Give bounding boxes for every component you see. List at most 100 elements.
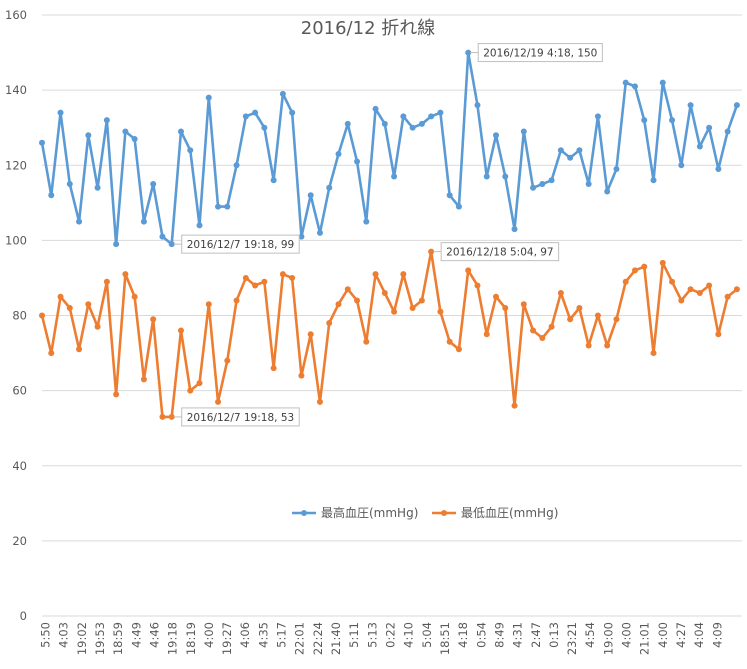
data-point[interactable] <box>428 113 435 120</box>
data-point[interactable] <box>298 372 305 379</box>
data-point[interactable] <box>650 350 657 357</box>
data-point[interactable] <box>242 113 249 120</box>
data-point[interactable] <box>604 342 611 349</box>
data-point[interactable] <box>39 312 45 319</box>
data-point[interactable] <box>502 304 509 311</box>
data-point[interactable] <box>428 248 435 255</box>
data-point[interactable] <box>446 338 453 345</box>
data-point[interactable] <box>530 327 537 334</box>
data-point[interactable] <box>715 166 722 173</box>
data-point[interactable] <box>252 109 259 116</box>
data-point[interactable] <box>335 301 342 308</box>
data-point[interactable] <box>585 181 592 188</box>
legend-item[interactable]: 最低血圧(mmHg) <box>432 506 558 520</box>
legend-item[interactable]: 最高血圧(mmHg) <box>292 505 418 520</box>
data-point[interactable] <box>622 278 629 285</box>
data-point[interactable] <box>39 139 45 146</box>
data-point[interactable] <box>215 398 222 405</box>
data-point[interactable] <box>539 335 546 342</box>
data-point[interactable] <box>205 301 212 308</box>
data-point[interactable] <box>168 413 175 420</box>
data-point[interactable] <box>483 173 490 180</box>
data-point[interactable] <box>94 184 101 191</box>
data-point[interactable] <box>326 320 333 327</box>
data-point[interactable] <box>76 218 83 225</box>
data-point[interactable] <box>659 259 666 266</box>
data-point[interactable] <box>650 177 657 184</box>
data-point[interactable] <box>733 102 740 109</box>
data-point[interactable] <box>548 323 555 330</box>
data-point[interactable] <box>187 147 194 154</box>
data-point[interactable] <box>641 263 648 270</box>
data-point[interactable] <box>465 267 472 274</box>
data-point[interactable] <box>168 241 175 248</box>
data-point[interactable] <box>511 402 518 409</box>
data-point[interactable] <box>631 267 638 274</box>
data-point[interactable] <box>520 128 527 135</box>
data-point[interactable] <box>465 49 472 56</box>
data-point[interactable] <box>659 79 666 86</box>
data-point[interactable] <box>724 128 731 135</box>
data-point[interactable] <box>113 241 120 248</box>
data-point[interactable] <box>66 181 73 188</box>
data-point[interactable] <box>548 177 555 184</box>
data-point[interactable] <box>483 331 490 338</box>
data-point[interactable] <box>539 181 546 188</box>
data-point[interactable] <box>418 297 425 304</box>
data-point[interactable] <box>372 271 379 278</box>
data-point[interactable] <box>270 177 277 184</box>
data-point[interactable] <box>557 289 564 296</box>
data-point[interactable] <box>696 143 703 150</box>
data-point[interactable] <box>205 94 212 101</box>
data-point[interactable] <box>511 226 518 233</box>
data-point[interactable] <box>66 304 73 311</box>
data-point[interactable] <box>48 350 55 357</box>
data-point[interactable] <box>409 124 416 131</box>
data-point[interactable] <box>196 380 203 387</box>
data-point[interactable] <box>316 229 323 236</box>
data-point[interactable] <box>177 327 184 334</box>
data-point[interactable] <box>594 113 601 120</box>
data-point[interactable] <box>224 203 231 210</box>
data-point[interactable] <box>585 342 592 349</box>
data-point[interactable] <box>150 181 157 188</box>
data-point[interactable] <box>316 398 323 405</box>
data-point[interactable] <box>233 297 240 304</box>
data-point[interactable] <box>335 150 342 157</box>
data-point[interactable] <box>557 147 564 154</box>
data-point[interactable] <box>372 105 379 112</box>
data-point[interactable] <box>159 413 166 420</box>
data-point[interactable] <box>520 301 527 308</box>
data-point[interactable] <box>326 184 333 191</box>
data-point[interactable] <box>594 312 601 319</box>
data-point[interactable] <box>224 357 231 364</box>
data-point[interactable] <box>733 286 740 293</box>
data-point[interactable] <box>76 346 83 353</box>
data-point[interactable] <box>391 173 398 180</box>
data-point[interactable] <box>354 158 361 165</box>
data-point[interactable] <box>613 166 620 173</box>
data-point[interactable] <box>437 308 444 315</box>
data-point[interactable] <box>502 173 509 180</box>
data-point[interactable] <box>289 274 296 281</box>
data-point[interactable] <box>706 282 713 289</box>
data-point[interactable] <box>409 304 416 311</box>
data-point[interactable] <box>150 316 157 323</box>
data-point[interactable] <box>131 135 138 142</box>
data-point[interactable] <box>233 162 240 169</box>
data-point[interactable] <box>706 124 713 131</box>
data-point[interactable] <box>631 83 638 90</box>
data-point[interactable] <box>381 120 388 127</box>
data-point[interactable] <box>279 90 286 97</box>
data-point[interactable] <box>567 316 574 323</box>
data-point[interactable] <box>140 376 147 383</box>
data-point[interactable] <box>103 117 110 124</box>
data-point[interactable] <box>289 109 296 116</box>
data-point[interactable] <box>493 293 500 300</box>
data-point[interactable] <box>613 316 620 323</box>
data-point[interactable] <box>279 271 286 278</box>
data-point[interactable] <box>187 387 194 394</box>
data-point[interactable] <box>687 102 694 109</box>
data-point[interactable] <box>715 331 722 338</box>
data-point[interactable] <box>344 286 351 293</box>
